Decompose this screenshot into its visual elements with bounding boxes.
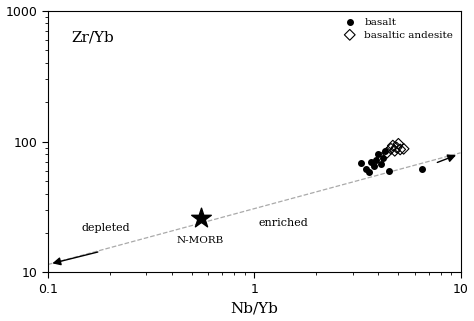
Legend: basalt, basaltic andesite: basalt, basaltic andesite (341, 16, 456, 42)
basaltic andesite (400, 146, 408, 152)
basaltic andesite (383, 150, 391, 155)
basaltic andesite (387, 146, 395, 152)
basalt (357, 161, 365, 166)
basalt (370, 163, 378, 169)
basalt (368, 159, 375, 164)
basaltic andesite (391, 148, 399, 153)
basalt (374, 152, 382, 157)
Text: depleted: depleted (81, 223, 130, 233)
basalt (365, 170, 373, 175)
basalt (363, 166, 370, 171)
Text: Zr/Yb: Zr/Yb (72, 31, 114, 45)
X-axis label: Nb/Yb: Nb/Yb (230, 301, 278, 316)
basaltic andesite (389, 143, 397, 148)
basalt (377, 162, 384, 167)
basaltic andesite (393, 145, 401, 150)
Point (197, 216, 204, 221)
basalt (381, 148, 389, 153)
basalt (373, 158, 380, 163)
Text: enriched: enriched (258, 218, 308, 228)
basalt (379, 155, 387, 160)
Text: N-MORB: N-MORB (177, 236, 224, 245)
basalt (385, 168, 393, 173)
basaltic andesite (396, 147, 404, 152)
basaltic andesite (394, 141, 402, 146)
Point (418, 166, 426, 171)
